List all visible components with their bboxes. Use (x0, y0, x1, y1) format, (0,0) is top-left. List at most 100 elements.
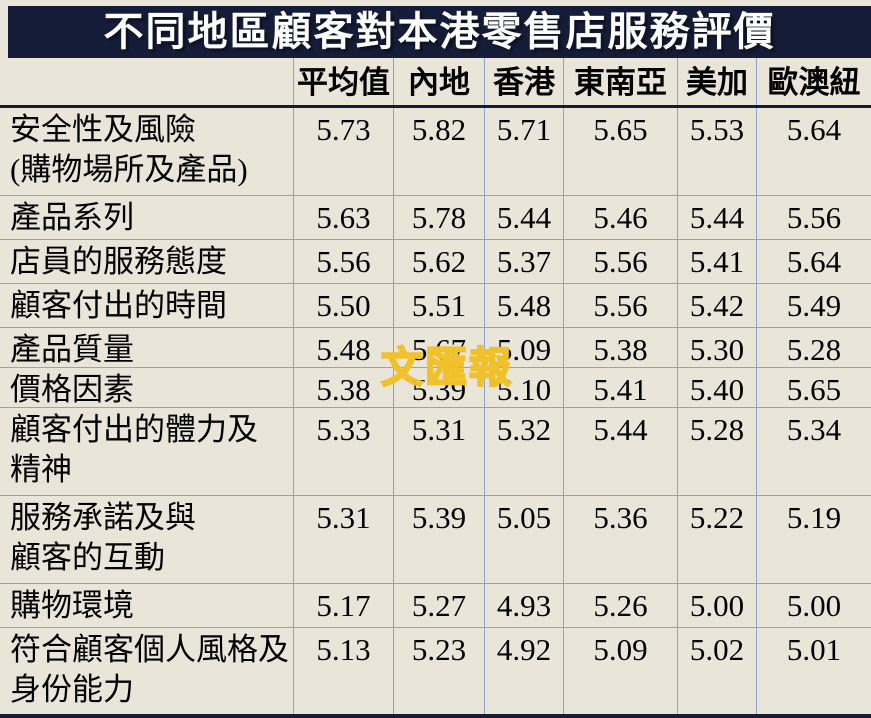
row-label: 店員的服務態度 (0, 240, 293, 283)
value-cell: 5.65 (563, 108, 677, 195)
value-cell: 4.92 (484, 628, 563, 714)
value-cell: 4.93 (484, 584, 563, 627)
row-label-line: 符合顧客個人風格及 (10, 632, 289, 667)
value-cell: 5.27 (393, 584, 484, 627)
row-label-line: 安全性及風險 (10, 112, 196, 147)
value-cell: 5.28 (756, 328, 871, 367)
value-cell: 5.48 (293, 328, 393, 367)
value-cell: 5.31 (293, 496, 393, 583)
value-cell: 5.00 (756, 584, 871, 627)
row-label-line: 精神 (10, 452, 72, 487)
value-cell: 5.31 (393, 408, 484, 495)
value-cell: 5.38 (293, 368, 393, 407)
value-cell: 5.51 (393, 284, 484, 327)
value-cell: 5.32 (484, 408, 563, 495)
value-cell: 5.63 (293, 196, 393, 239)
value-cell: 5.33 (293, 408, 393, 495)
value-cell: 5.56 (563, 284, 677, 327)
value-cell: 5.02 (677, 628, 756, 714)
value-cell: 5.44 (484, 196, 563, 239)
value-cell: 5.30 (677, 328, 756, 367)
column-header-4: 美加 (677, 58, 756, 105)
value-cell: 5.41 (677, 240, 756, 283)
value-cell: 5.39 (393, 496, 484, 583)
table-row: 服務承諾及與 顧客的互動 5.31 5.39 5.05 5.36 5.22 5.19 (0, 496, 871, 584)
value-cell: 5.42 (677, 284, 756, 327)
value-cell: 5.78 (393, 196, 484, 239)
value-cell: 5.01 (756, 628, 871, 714)
page-title: 不同地區顧客對本港零售店服務評價 (103, 10, 776, 54)
value-cell: 5.09 (484, 328, 563, 367)
column-header-2: 香港 (484, 58, 563, 105)
value-cell: 5.49 (756, 284, 871, 327)
value-cell: 5.41 (563, 368, 677, 407)
value-cell: 5.00 (677, 584, 756, 627)
value-cell: 5.36 (563, 496, 677, 583)
row-label-line: 顧客付出的時間 (10, 288, 227, 323)
value-cell: 5.39 (393, 368, 484, 407)
value-cell: 5.38 (563, 328, 677, 367)
value-cell: 5.67 (393, 328, 484, 367)
title-bar: 不同地區顧客對本港零售店服務評價 (8, 6, 871, 58)
value-cell: 5.64 (756, 108, 871, 195)
value-cell: 5.09 (563, 628, 677, 714)
row-label-line: 顧客的互動 (10, 540, 165, 575)
table-row: 購物環境 5.17 5.27 4.93 5.26 5.00 5.00 (0, 584, 871, 628)
table-header-row: 平均值 內地 香港 東南亞 美加 歐澳紐 (0, 58, 871, 108)
row-label: 購物環境 (0, 584, 293, 627)
value-cell: 5.05 (484, 496, 563, 583)
value-cell: 5.65 (756, 368, 871, 407)
value-cell: 5.56 (563, 240, 677, 283)
table-row: 產品質量 5.48 5.67 5.09 5.38 5.30 5.28 (0, 328, 871, 368)
value-cell: 5.50 (293, 284, 393, 327)
value-cell: 5.37 (484, 240, 563, 283)
table-body: 安全性及風險 (購物場所及產品) 5.73 5.82 5.71 5.65 5.53 5.64 產… (0, 108, 871, 714)
value-cell: 5.53 (677, 108, 756, 195)
table-row: 顧客付出的體力及 精神 5.33 5.31 5.32 5.44 5.28 5.34 (0, 408, 871, 496)
value-cell: 5.44 (677, 196, 756, 239)
column-header-5: 歐澳紐 (756, 58, 871, 105)
row-label-line: 價格因素 (10, 372, 134, 407)
value-cell: 5.13 (293, 628, 393, 714)
value-cell: 5.23 (393, 628, 484, 714)
row-label: 顧客付出的時間 (0, 284, 293, 327)
value-cell: 5.62 (393, 240, 484, 283)
table-row: 產品系列 5.63 5.78 5.44 5.46 5.44 5.56 (0, 196, 871, 240)
column-header-3: 東南亞 (563, 58, 677, 105)
column-header-1: 內地 (393, 58, 484, 105)
row-label: 產品質量 (0, 328, 293, 367)
row-label-line: 購物環境 (10, 588, 134, 623)
value-cell: 5.22 (677, 496, 756, 583)
bottom-border-bar (0, 714, 871, 718)
table-row: 顧客付出的時間 5.50 5.51 5.48 5.56 5.42 5.49 (0, 284, 871, 328)
value-cell: 5.26 (563, 584, 677, 627)
row-label: 價格因素 (0, 368, 293, 407)
value-cell: 5.71 (484, 108, 563, 195)
value-cell: 5.17 (293, 584, 393, 627)
value-cell: 5.46 (563, 196, 677, 239)
table-row: 價格因素 5.38 5.39 5.10 5.41 5.40 5.65 (0, 368, 871, 408)
row-label-line: (購物場所及產品) (10, 152, 248, 187)
table-row: 店員的服務態度 5.56 5.62 5.37 5.56 5.41 5.64 (0, 240, 871, 284)
row-label: 符合顧客個人風格及 身份能力 (0, 628, 293, 714)
row-label-line: 產品系列 (10, 200, 134, 235)
row-label-line: 產品質量 (10, 332, 134, 367)
value-cell: 5.48 (484, 284, 563, 327)
row-label: 顧客付出的體力及 精神 (0, 408, 293, 495)
data-table: 平均值 內地 香港 東南亞 美加 歐澳紐 安全性及風險 (購物場所及產品) 5.73 5.82 5… (0, 58, 871, 714)
table-row: 安全性及風險 (購物場所及產品) 5.73 5.82 5.71 5.65 5.53 5.64 (0, 108, 871, 196)
column-header-spacer (0, 58, 293, 105)
table-row: 符合顧客個人風格及 身份能力 5.13 5.23 4.92 5.09 5.02 5.01 (0, 628, 871, 714)
value-cell: 5.28 (677, 408, 756, 495)
value-cell: 5.56 (293, 240, 393, 283)
value-cell: 5.64 (756, 240, 871, 283)
value-cell: 5.10 (484, 368, 563, 407)
value-cell: 5.40 (677, 368, 756, 407)
row-label: 產品系列 (0, 196, 293, 239)
row-label-line: 服務承諾及與 (10, 500, 196, 535)
column-header-0: 平均值 (293, 58, 393, 105)
value-cell: 5.19 (756, 496, 871, 583)
row-label-line: 身份能力 (10, 672, 134, 707)
value-cell: 5.73 (293, 108, 393, 195)
value-cell: 5.34 (756, 408, 871, 495)
